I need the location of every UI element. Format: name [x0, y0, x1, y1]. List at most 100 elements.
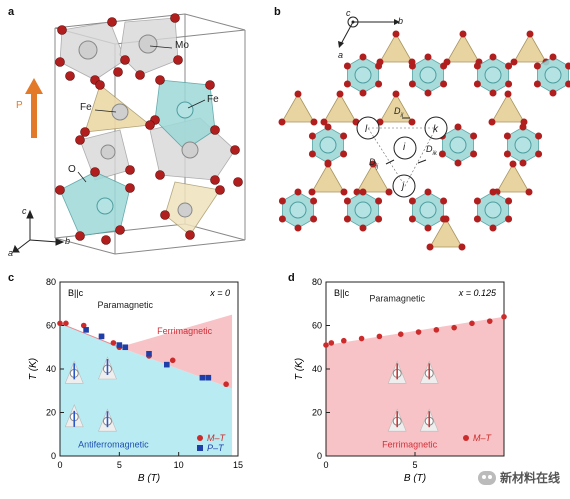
tetrahedron — [379, 33, 413, 63]
fe-atom — [289, 201, 307, 219]
oxygen-atom — [565, 62, 570, 70]
oxygen-atom — [440, 215, 448, 223]
oxygen-atom — [310, 197, 318, 205]
oxygen-atom — [408, 215, 416, 223]
fe-atom — [419, 66, 437, 84]
fe-atom — [484, 66, 502, 84]
data-point-circle — [397, 331, 404, 337]
label-fe-left: Fe — [80, 102, 92, 113]
oxygen-atom — [385, 188, 393, 196]
site-i-label: i — [403, 142, 406, 153]
fe-atom — [354, 201, 372, 219]
axis-a-arrow — [338, 41, 344, 48]
data-point-square — [83, 327, 89, 333]
oxygen-atom — [440, 80, 448, 88]
oxygen-atom — [424, 53, 432, 61]
oxygen-atom — [470, 150, 478, 158]
axis-b-arrow — [394, 19, 400, 25]
tetrahedron — [356, 163, 390, 193]
oxygen-atom — [324, 159, 332, 167]
oxygen-atom — [519, 123, 527, 131]
data-point-square — [164, 361, 170, 368]
y-tick-label: 60 — [312, 321, 322, 331]
data-point-circle — [451, 324, 457, 331]
oxygen-atom — [359, 188, 367, 196]
y-tick-label: 0 — [51, 451, 56, 461]
y-tick-label: 40 — [312, 364, 322, 374]
dm-il-label: Dil — [394, 106, 404, 119]
axis-a-line — [340, 21, 354, 45]
oxygen-atom — [510, 58, 518, 66]
exchange-path — [367, 127, 437, 187]
y-tick-label: 0 — [317, 451, 322, 461]
oxygen-atom — [424, 224, 432, 232]
oxygen-atom — [343, 80, 351, 88]
oxygen-atom — [459, 30, 467, 38]
oxygen-atom — [473, 62, 481, 70]
panel-b-label: b — [274, 6, 281, 18]
oxygen-atom — [440, 197, 448, 205]
oxygen-atom — [343, 197, 351, 205]
oxygen-atom — [489, 188, 497, 196]
legend-label: M–T — [207, 433, 227, 443]
x-axis-label: B (T) — [404, 473, 426, 484]
y-tick-label: 20 — [312, 408, 322, 418]
tetrahedron — [311, 163, 345, 193]
oxygen-atom — [340, 150, 348, 158]
oxygen-atom — [359, 224, 367, 232]
oxygen-atom — [458, 243, 466, 251]
oxygen-atom — [408, 62, 416, 70]
tetrahedron — [491, 93, 525, 123]
oxygen-atom — [533, 80, 541, 88]
oxygen-atom — [488, 118, 496, 126]
axis-b-label-b: b — [398, 16, 404, 26]
oxygen-atom — [359, 89, 367, 97]
panel-d: d 0 5 0 20 40 60 80 B (T) T (K) B||c x = 0.125 Para… — [282, 268, 570, 494]
data-point-circle — [501, 314, 507, 320]
data-point-circle — [323, 342, 329, 348]
data-point-circle — [110, 340, 117, 346]
data-point-circle — [63, 320, 69, 327]
data-point-circle — [328, 340, 335, 346]
y-tick-label: 80 — [312, 277, 322, 287]
region-ferrimagnetic — [326, 316, 504, 456]
oxygen-atom — [343, 215, 351, 223]
phase-diagram-d: 0 5 0 20 40 60 80 B (T) T (K) B||c x = 0.125 Parama… — [294, 277, 507, 484]
x-tick-label: 5 — [117, 460, 122, 470]
x-tick-label: 10 — [174, 460, 184, 470]
field-label: B||c — [334, 288, 350, 298]
legend-label: M–T — [473, 433, 493, 443]
oxygen-atom — [375, 62, 383, 70]
oxygen-atom — [519, 159, 527, 167]
oxygen-atom — [454, 159, 462, 167]
oxygen-atom — [473, 215, 481, 223]
oxygen-atom — [503, 150, 511, 158]
data-point-square — [205, 374, 212, 381]
y-tick-label: 40 — [46, 364, 56, 374]
oxygen-atom — [375, 197, 383, 205]
oxygen-atom — [310, 118, 318, 126]
oxygen-atom — [424, 89, 432, 97]
x-tick-label: 15 — [233, 460, 243, 470]
x-axis-label: B (T) — [138, 473, 160, 484]
oxygen-atom — [278, 197, 286, 205]
oxygen-atom — [375, 80, 383, 88]
data-point-square — [98, 333, 105, 340]
site-circle — [392, 174, 416, 198]
label-p: P — [16, 100, 23, 111]
oxygen-atom — [438, 150, 446, 158]
data-point-circle — [80, 322, 87, 329]
oxygen-atom — [454, 123, 462, 131]
y-axis-label: T (K) — [28, 358, 39, 380]
oxygen-atom — [489, 89, 497, 97]
y-tick-label: 80 — [46, 277, 56, 287]
label-mo: Mo — [175, 40, 189, 51]
oxygen-atom — [424, 188, 432, 196]
oxygen-atom — [489, 224, 497, 232]
doping-label: x = 0 — [209, 288, 230, 298]
oxygen-atom — [525, 188, 533, 196]
fe-atom — [484, 201, 502, 219]
region-label: Ferrimagnetic — [157, 326, 213, 336]
oxygen-atom — [505, 62, 513, 70]
oxygen-atom — [320, 118, 328, 126]
